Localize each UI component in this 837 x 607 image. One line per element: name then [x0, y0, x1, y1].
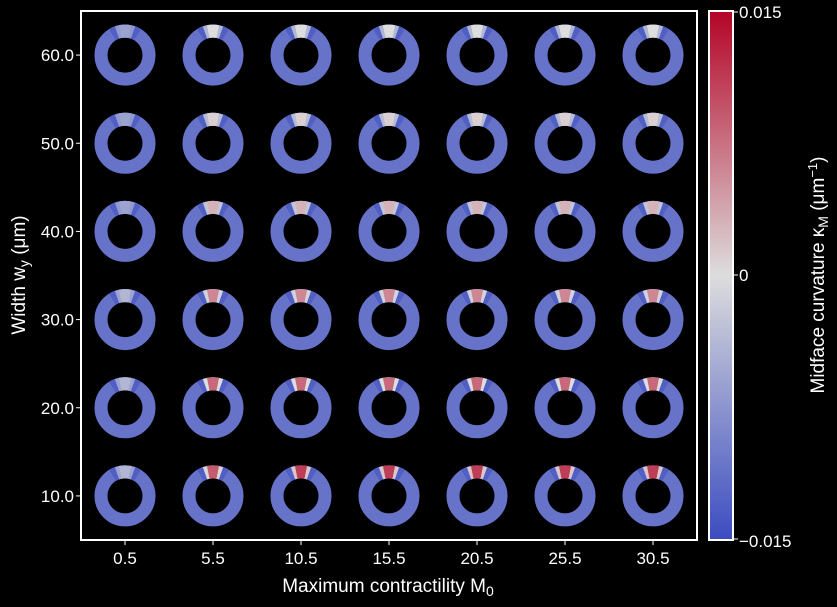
- x-tick-label: 5.5: [201, 549, 225, 568]
- y-tick-label: 20.0: [41, 399, 74, 418]
- y-axis-label: Width wy (μm): [9, 215, 32, 334]
- y-tick-label: 40.0: [41, 222, 74, 241]
- colorbar-tick-zero: 0: [739, 266, 748, 285]
- colorbar-label: Midface curvature κM (μm−1): [805, 156, 831, 393]
- y-tick-label: 30.0: [41, 311, 74, 330]
- plot-frame: [81, 11, 697, 540]
- x-tick-label: 25.5: [548, 549, 581, 568]
- y-tick-label: 60.0: [41, 46, 74, 65]
- x-axis-label: Maximum contractility M0: [282, 576, 494, 599]
- x-tick-label: 10.5: [284, 549, 317, 568]
- x-tick-label: 15.5: [372, 549, 405, 568]
- x-tick-label: 0.5: [113, 549, 137, 568]
- colorbar: [709, 11, 733, 540]
- y-tick-label: 50.0: [41, 134, 74, 153]
- x-axis-ticks: 0.5 5.5 10.5 15.5 20.5 25.5 30.5: [113, 540, 669, 568]
- x-tick-label: 20.5: [460, 549, 493, 568]
- y-axis-ticks: 60.0 50.0 40.0 30.0 20.0 10.0: [41, 46, 81, 506]
- y-tick-label: 10.0: [41, 487, 74, 506]
- x-tick-label: 30.5: [636, 549, 669, 568]
- colorbar-tick-min: −0.015: [739, 532, 791, 551]
- colorbar-tick-max: 0.015: [739, 3, 782, 22]
